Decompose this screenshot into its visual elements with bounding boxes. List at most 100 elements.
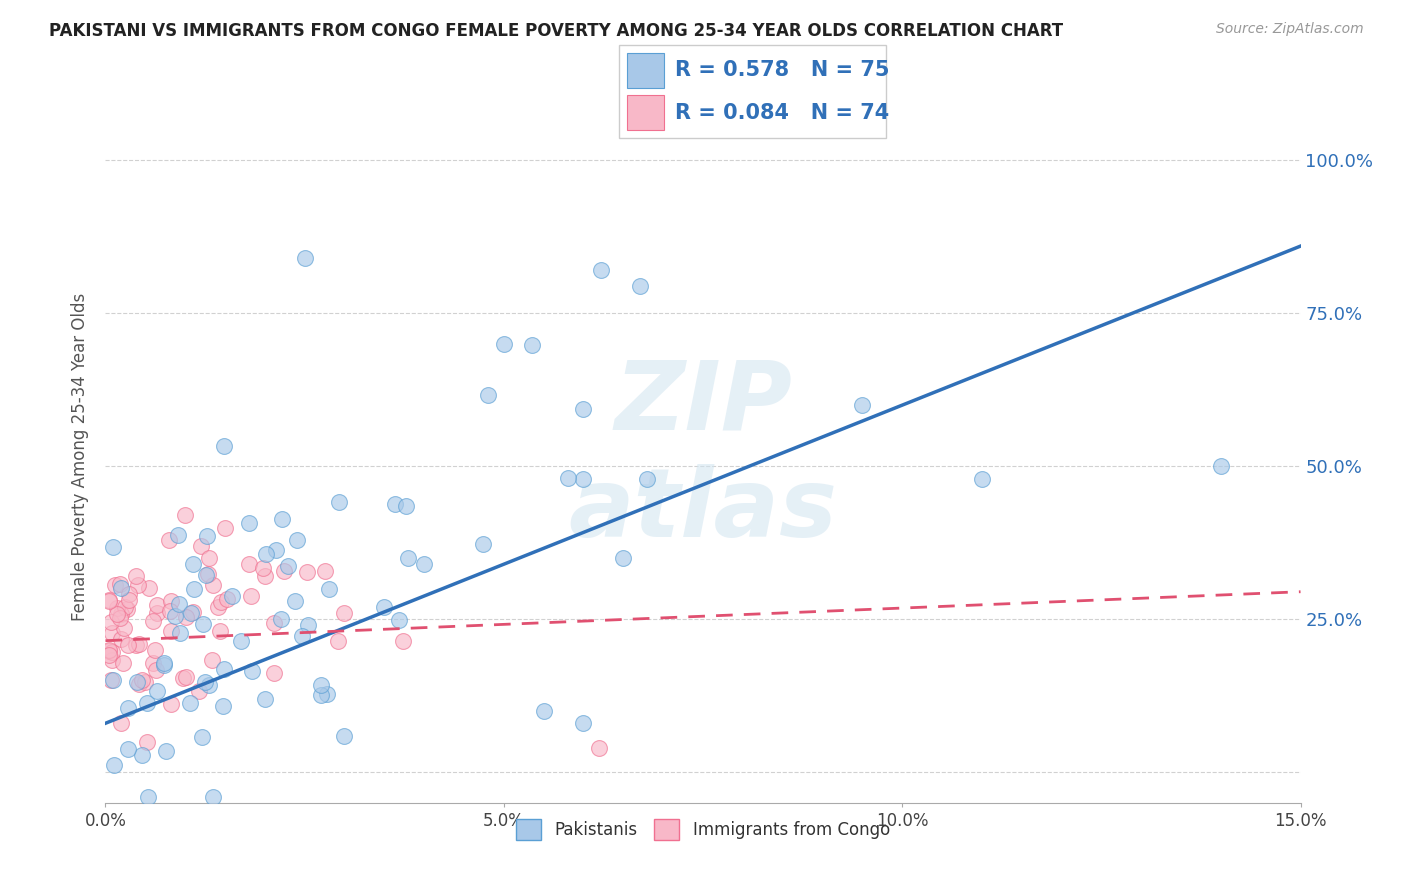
Point bbox=[98, 648, 121, 662]
Point bbox=[183, 582, 205, 596]
Point bbox=[395, 499, 418, 513]
Point bbox=[163, 608, 186, 623]
Point bbox=[174, 508, 197, 523]
Point bbox=[309, 678, 332, 692]
Text: PAKISTANI VS IMMIGRANTS FROM CONGO FEMALE POVERTY AMONG 25-34 YEAR OLDS CORRELAT: PAKISTANI VS IMMIGRANTS FROM CONGO FEMAL… bbox=[49, 22, 1063, 40]
Point bbox=[209, 595, 232, 609]
Point bbox=[221, 589, 243, 603]
Point bbox=[1209, 459, 1232, 474]
Point bbox=[229, 634, 252, 648]
Point bbox=[201, 652, 224, 666]
Point bbox=[212, 662, 235, 676]
Point bbox=[212, 439, 235, 453]
Point bbox=[101, 626, 124, 640]
Point bbox=[297, 618, 319, 632]
Point bbox=[384, 497, 406, 511]
Text: R = 0.578   N = 75: R = 0.578 N = 75 bbox=[675, 61, 889, 80]
Point bbox=[318, 582, 340, 596]
Point bbox=[118, 592, 141, 607]
Point bbox=[110, 607, 132, 621]
Point bbox=[110, 581, 132, 595]
Point bbox=[98, 642, 121, 657]
Point bbox=[263, 616, 285, 631]
Point bbox=[612, 551, 634, 566]
Point bbox=[194, 568, 217, 582]
Point bbox=[628, 279, 651, 293]
Point bbox=[100, 653, 122, 667]
Point bbox=[636, 472, 658, 486]
Point bbox=[138, 581, 160, 595]
Point bbox=[190, 731, 212, 745]
Point bbox=[127, 675, 149, 690]
Point bbox=[240, 590, 263, 604]
Point bbox=[131, 748, 153, 763]
Point bbox=[179, 696, 201, 710]
Point bbox=[294, 252, 316, 266]
Point bbox=[588, 740, 610, 755]
Point bbox=[136, 789, 159, 804]
Point bbox=[153, 657, 176, 671]
Point bbox=[492, 337, 515, 351]
Point bbox=[188, 684, 211, 698]
Point bbox=[209, 624, 232, 639]
FancyBboxPatch shape bbox=[627, 53, 664, 87]
Point bbox=[104, 578, 127, 592]
Point bbox=[174, 670, 197, 684]
Point bbox=[198, 551, 221, 566]
Point bbox=[315, 688, 337, 702]
Point bbox=[128, 637, 150, 651]
Point bbox=[153, 657, 176, 672]
Point bbox=[471, 537, 494, 551]
Point bbox=[190, 539, 212, 553]
Text: R = 0.084   N = 74: R = 0.084 N = 74 bbox=[675, 103, 889, 122]
Point bbox=[98, 594, 121, 608]
Point bbox=[117, 638, 139, 652]
Point bbox=[160, 624, 183, 639]
Point bbox=[201, 789, 224, 804]
Point bbox=[533, 704, 555, 718]
Point bbox=[202, 578, 225, 592]
Point bbox=[238, 558, 260, 572]
Point bbox=[101, 645, 124, 659]
Point bbox=[111, 656, 134, 670]
Point bbox=[851, 398, 873, 412]
Point bbox=[263, 666, 285, 681]
Point bbox=[333, 607, 356, 621]
Point bbox=[477, 387, 499, 401]
Point bbox=[297, 566, 319, 580]
Point bbox=[105, 601, 128, 615]
Point bbox=[195, 529, 218, 543]
Point bbox=[326, 634, 349, 648]
Point bbox=[181, 558, 204, 572]
Point bbox=[215, 592, 238, 607]
Point bbox=[238, 516, 260, 530]
Point bbox=[314, 564, 336, 578]
Point bbox=[214, 520, 236, 534]
Point bbox=[309, 688, 332, 702]
Point bbox=[117, 741, 139, 756]
Point bbox=[252, 560, 274, 574]
Y-axis label: Female Poverty Among 25-34 Year Olds: Female Poverty Among 25-34 Year Olds bbox=[70, 293, 89, 621]
Point bbox=[124, 638, 146, 652]
Point bbox=[159, 593, 181, 607]
Point bbox=[108, 611, 131, 625]
Point bbox=[103, 757, 125, 772]
Point bbox=[117, 587, 139, 601]
Point bbox=[388, 613, 411, 627]
Point bbox=[253, 569, 276, 583]
Point bbox=[197, 567, 219, 582]
Point bbox=[160, 697, 183, 711]
Text: ZIP
atlas: ZIP atlas bbox=[568, 357, 838, 558]
Point bbox=[240, 664, 263, 678]
Point bbox=[285, 533, 308, 547]
Point bbox=[328, 494, 350, 508]
Point bbox=[180, 607, 202, 621]
Point bbox=[105, 607, 128, 621]
Point bbox=[572, 472, 595, 486]
Point bbox=[181, 605, 204, 619]
Point bbox=[108, 577, 131, 591]
Point bbox=[520, 338, 543, 352]
Point bbox=[212, 699, 235, 714]
Point bbox=[127, 578, 149, 592]
Point bbox=[172, 671, 194, 685]
